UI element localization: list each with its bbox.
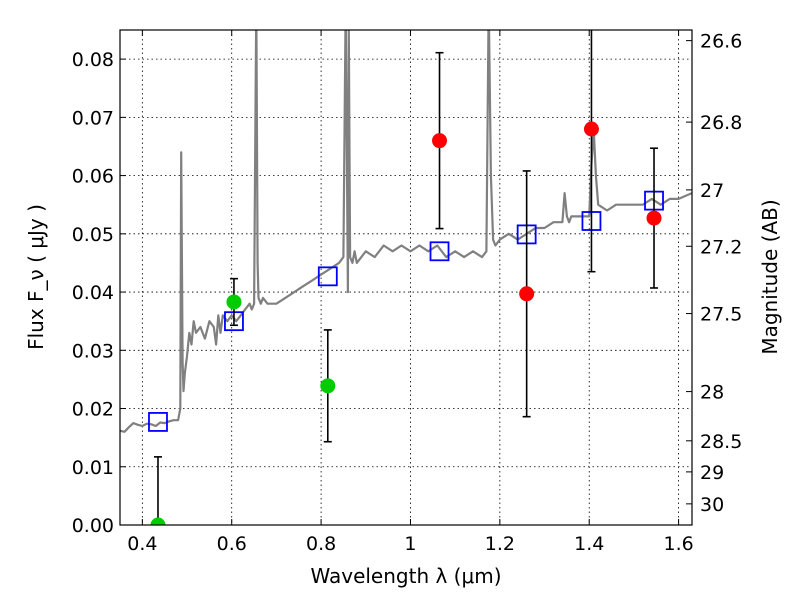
y-axis-label: Flux F_ν ( μJy ) bbox=[24, 204, 48, 350]
right-axis-label: Magnitude (AB) bbox=[758, 199, 782, 354]
observed-ground-point bbox=[320, 378, 336, 394]
grid bbox=[120, 30, 692, 526]
right-tick-label: 26.8 bbox=[700, 112, 742, 134]
y-tick-label: 0.05 bbox=[72, 224, 114, 246]
model-spectrum-line bbox=[120, 30, 692, 433]
right-tick-label: 27.2 bbox=[700, 236, 742, 258]
y-tick-label: 0.06 bbox=[72, 166, 114, 188]
plot-area bbox=[120, 30, 692, 525]
observed-ir-point bbox=[432, 133, 448, 149]
right-tick-label: 26.6 bbox=[700, 31, 742, 53]
right-tick-label: 28.5 bbox=[700, 431, 742, 453]
right-tick-label: 28 bbox=[700, 382, 724, 404]
y-tick-label: 0.04 bbox=[72, 282, 114, 304]
observed-ir-point bbox=[583, 121, 599, 137]
y-tick-label: 0.02 bbox=[72, 399, 114, 421]
y-tick-label: 0.03 bbox=[72, 340, 114, 362]
model-photometry-point bbox=[317, 266, 338, 287]
x-axis-label: Wavelength λ (μm) bbox=[310, 564, 501, 588]
y-tick-label: 0.07 bbox=[72, 107, 114, 129]
right-tick-label: 27 bbox=[700, 180, 724, 202]
right-tick-label: 30 bbox=[700, 494, 724, 516]
x-tick-label: 1 bbox=[404, 533, 416, 555]
y-tick-label: 0.08 bbox=[72, 49, 114, 71]
model-photometry-point bbox=[429, 241, 450, 262]
observed-ground-point bbox=[226, 294, 242, 310]
x-tick-label: 1.4 bbox=[574, 533, 604, 555]
observed-ir-point bbox=[646, 210, 662, 226]
x-tick-label: 1.2 bbox=[485, 533, 515, 555]
y-tick-label: 0.01 bbox=[72, 457, 114, 479]
x-tick-label: 1.6 bbox=[663, 533, 693, 555]
observed-ir-point bbox=[519, 286, 535, 302]
right-tick-label: 29 bbox=[700, 462, 724, 484]
model-photometry-point bbox=[148, 412, 168, 432]
plot-frame bbox=[119, 29, 693, 526]
x-tick-label: 0.4 bbox=[127, 533, 157, 555]
right-tick-label: 27.5 bbox=[700, 304, 742, 326]
x-tick-label: 0.6 bbox=[217, 533, 247, 555]
observed-ground-point bbox=[150, 517, 166, 525]
x-tick-label: 0.8 bbox=[306, 533, 336, 555]
axes: 0.4 0.6 0.8 1 1.2 1.4 1.6 0.00 0.01 0.02 0.03 0.04 0… bbox=[72, 30, 742, 555]
y-tick-label: 0.00 bbox=[72, 515, 114, 537]
